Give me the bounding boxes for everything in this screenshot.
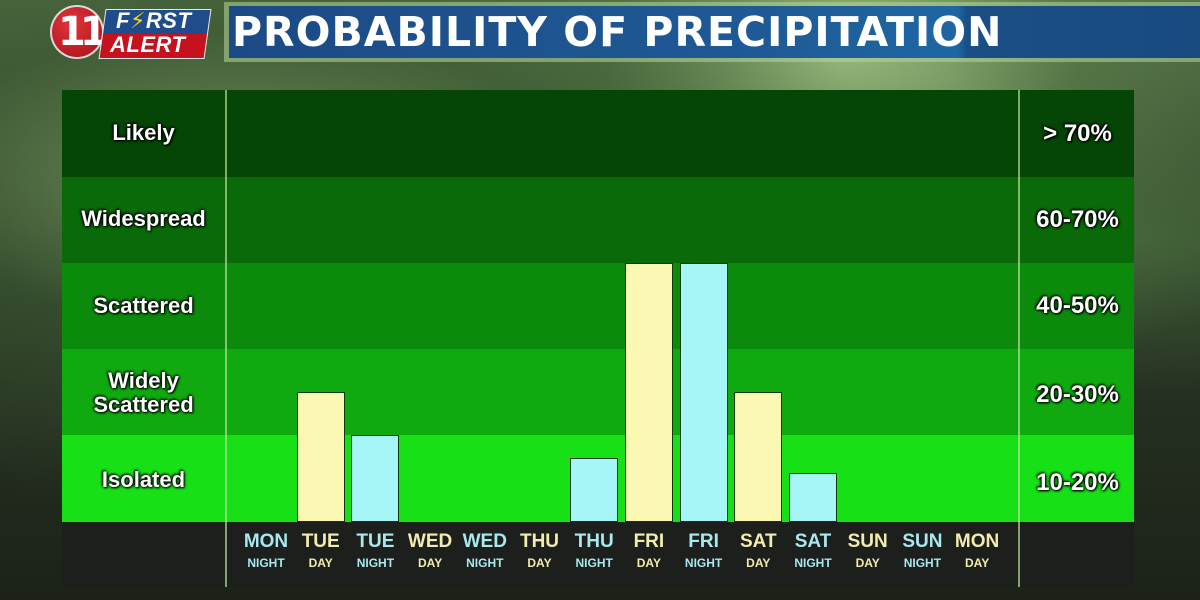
period-label: WED NIGHT [458,532,512,571]
period-day: FRI [633,531,665,552]
period-label: SAT DAY [731,532,785,571]
band-widely-scattered: Widely Scattered 20-30% [62,349,1134,435]
period-part: DAY [527,556,552,570]
band-likely: Likely > 70% [62,90,1134,177]
period-part: DAY [964,556,990,570]
left-divider [225,90,227,587]
period-part: DAY [417,556,443,570]
period-part: DAY [855,556,880,570]
band-range: 20-30% [1036,381,1119,408]
period-part: NIGHT [794,556,832,570]
period-part: DAY [308,556,333,570]
period-label: MON DAY [950,532,1004,571]
bar-sat-day [734,392,783,522]
period-part: DAY [636,556,661,570]
period-day: TUE [356,531,395,552]
period-part: DAY [746,556,771,570]
title-banner [229,6,1200,58]
period-part: NIGHT [466,556,504,570]
band-scattered: Scattered 40-50% [62,263,1134,349]
period-part: NIGHT [903,556,942,570]
band-range: > 70% [1043,120,1112,147]
period-label: THU DAY [513,532,567,571]
band-label: Widely Scattered [93,368,194,417]
right-divider [1018,90,1020,587]
period-day: MON [954,531,1000,552]
period-day: FRI [688,531,719,552]
bar-tue-night [351,435,400,522]
bar-sat-night [789,473,837,522]
period-part: NIGHT [684,556,723,570]
bar-fri-night [679,263,728,522]
period-day: SUN [902,531,943,552]
period-label: MON NIGHT [239,532,293,571]
period-part: NIGHT [356,556,395,570]
period-label: FRI DAY [622,532,676,571]
period-label: THU NIGHT [567,532,621,571]
band-widespread: Widespread 60-70% [62,177,1134,263]
period-day: WED [407,531,453,552]
band-range: 40-50% [1036,292,1119,319]
band-range: 60-70% [1036,206,1119,233]
period-day: SUN [847,531,888,552]
period-day: MON [243,531,289,552]
period-label: SAT NIGHT [786,532,840,571]
channel-number: 11 [58,9,108,55]
period-day: SAT [740,531,777,552]
period-label: SUN DAY [841,532,895,571]
bar-fri-day [624,263,673,522]
period-day: TUE [301,531,340,552]
period-day: THU [574,531,614,552]
band-label: Widespread [81,206,206,231]
period-day: SAT [794,531,832,552]
band-range: 10-20% [1036,469,1119,496]
page-title: PROBABILITY OF PRECIPITATION [232,8,1003,56]
bar-tue-day [296,392,345,522]
logo-first-text: F⚡RST [116,8,192,33]
band-label: Scattered [93,293,194,318]
band-label: Isolated [101,467,186,492]
period-label-row [62,522,1134,587]
period-part: NIGHT [575,556,613,570]
period-label: TUE DAY [294,532,348,571]
period-label: WED DAY [403,532,457,571]
precipitation-chart: Likely > 70% Widespread 60-70% Scattered… [62,90,1134,587]
first-alert-logo: 11 F⚡RST ALERT [50,5,212,61]
period-label: SUN NIGHT [895,532,949,571]
band-label: Likely [112,120,175,145]
period-day: WED [462,531,507,552]
lightning-bolt-icon: ⚡ [129,8,146,33]
bar-thu-night [570,458,619,522]
period-day: THU [519,531,560,552]
channel-11-badge [50,5,104,59]
period-label: TUE NIGHT [348,532,402,571]
period-part: NIGHT [247,556,285,570]
logo-alert-text: ALERT [110,32,186,57]
period-label: FRI NIGHT [677,532,731,571]
